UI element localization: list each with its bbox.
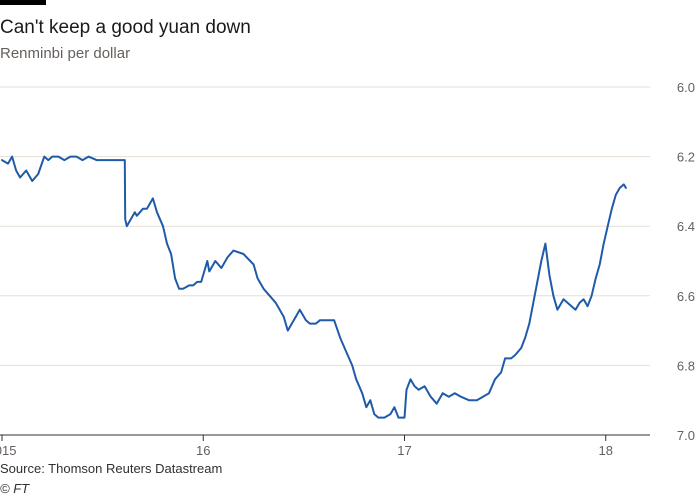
chart-subtitle: Renminbi per dollar: [0, 45, 131, 62]
y-tick-label: 6.2: [677, 150, 695, 165]
x-tick-label: 18: [598, 443, 612, 458]
x-tick-label: 2015: [0, 443, 16, 458]
y-tick-label: 6.8: [677, 358, 695, 373]
x-tick-label: 17: [397, 443, 411, 458]
series-line: [1, 155, 627, 419]
x-tick-label: 16: [196, 443, 210, 458]
line-chart: 6.0 6.2 6.4 6.6 6.8 7.0 2015 16 17 18: [0, 80, 695, 458]
y-tick-label: 7.0: [677, 428, 695, 443]
chart-title: Can't keep a good yuan down: [0, 17, 251, 38]
y-tick-label: 6.0: [677, 80, 695, 95]
y-tick-label: 6.4: [677, 219, 695, 234]
ft-top-bar: [0, 0, 46, 5]
y-tick-label: 6.6: [677, 289, 695, 304]
ft-credit: © FT: [0, 481, 30, 496]
source-note: Source: Thomson Reuters Datastream: [0, 461, 223, 476]
